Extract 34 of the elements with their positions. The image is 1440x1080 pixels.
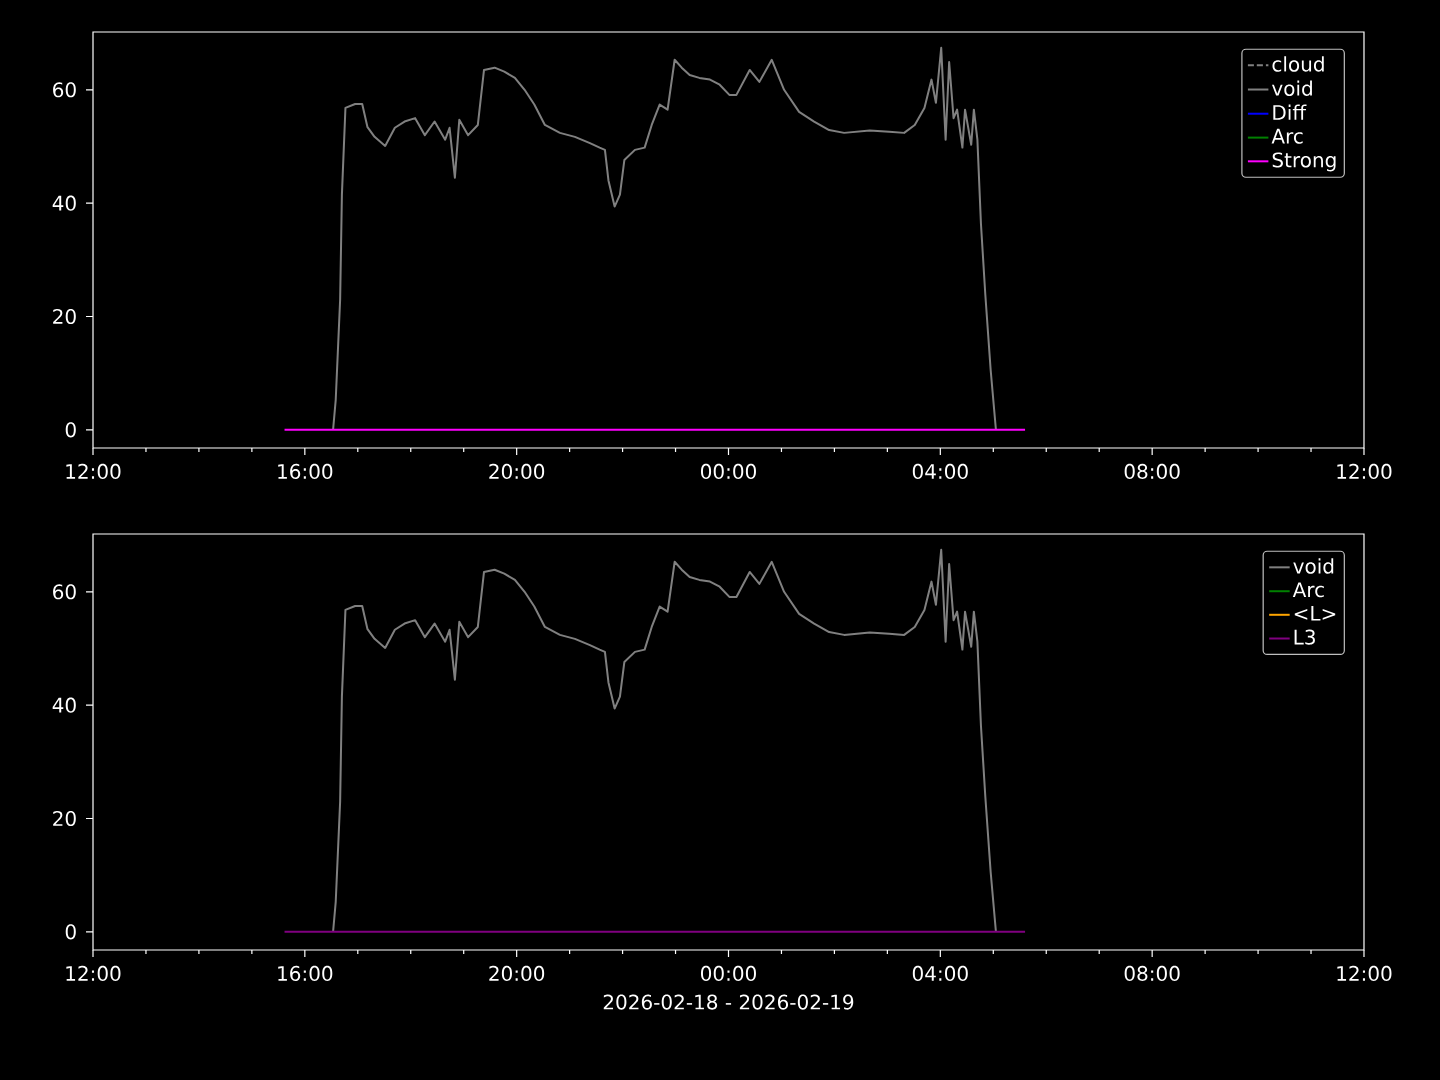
y-tick-label: 20 xyxy=(53,308,76,325)
x-tick-label: 00:00 xyxy=(700,965,756,981)
legend-label: <L> xyxy=(1294,606,1336,621)
x-tick-label: 04:00 xyxy=(912,463,968,479)
y-tick-label: 0 xyxy=(65,422,76,438)
x-tick-label: 20:00 xyxy=(489,463,545,479)
legend-label: Arc xyxy=(1271,128,1303,144)
y-tick-label: 20 xyxy=(53,810,76,827)
legend-label: void xyxy=(1271,80,1312,96)
x-tick-label: 20:00 xyxy=(489,965,545,981)
y-tick-label: 40 xyxy=(52,195,76,211)
y-tick-label: 0 xyxy=(65,924,76,940)
x-tick-label: 12:00 xyxy=(1337,965,1392,981)
x-tick-label: 16:00 xyxy=(278,965,333,981)
x-tick-label: 00:00 xyxy=(700,463,756,479)
x-tick-label: 16:00 xyxy=(278,463,333,479)
y-tick-label: 60 xyxy=(53,584,76,600)
x-tick-label: 12:00 xyxy=(1337,463,1392,479)
line-series xyxy=(332,548,997,933)
x-tick-label: 08:00 xyxy=(1124,463,1180,479)
legend-label: L3 xyxy=(1294,629,1315,645)
legend-label: Strong xyxy=(1272,152,1336,172)
legend-label: Diff xyxy=(1273,104,1307,120)
x-axis-title: 2026-02-18 - 2026-02-19 xyxy=(603,994,854,1010)
x-tick-label: 04:00 xyxy=(912,965,968,981)
legend-label: cloud xyxy=(1272,56,1324,72)
line-series xyxy=(332,46,997,431)
y-tick-label: 40 xyxy=(52,697,76,713)
legend-label: Arc xyxy=(1292,582,1324,598)
x-tick-label: 12:00 xyxy=(66,463,121,479)
y-tick-label: 60 xyxy=(53,82,76,98)
x-tick-label: 08:00 xyxy=(1124,965,1180,981)
x-tick-label: 12:00 xyxy=(66,965,121,981)
legend-label: void xyxy=(1293,558,1334,574)
